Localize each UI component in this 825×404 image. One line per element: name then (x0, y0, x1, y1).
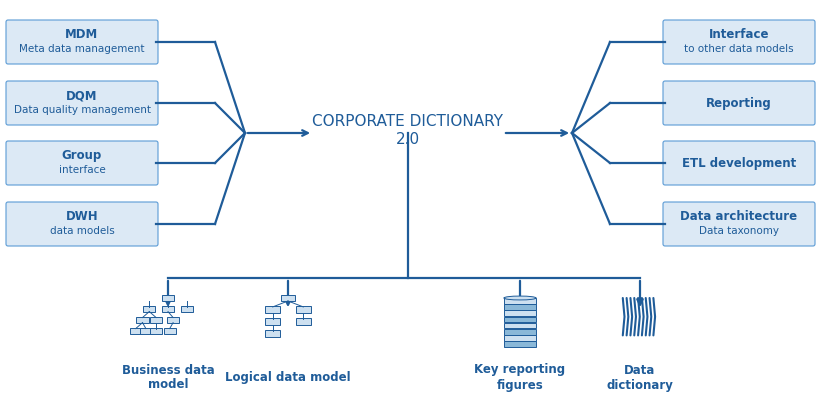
FancyBboxPatch shape (167, 317, 179, 323)
FancyBboxPatch shape (144, 306, 155, 312)
Text: Business data: Business data (121, 364, 214, 377)
Text: CORPORATE DICTIONARY: CORPORATE DICTIONARY (313, 114, 503, 130)
Text: 2.0: 2.0 (396, 133, 420, 147)
Bar (504, 304, 536, 310)
Bar (504, 329, 536, 335)
FancyBboxPatch shape (663, 20, 815, 64)
FancyBboxPatch shape (296, 306, 310, 314)
FancyBboxPatch shape (6, 20, 158, 64)
Text: Data: Data (625, 364, 656, 377)
FancyBboxPatch shape (6, 141, 158, 185)
FancyBboxPatch shape (663, 202, 815, 246)
Bar (504, 335, 536, 341)
FancyBboxPatch shape (150, 328, 163, 334)
FancyBboxPatch shape (663, 81, 815, 125)
FancyBboxPatch shape (140, 328, 152, 334)
FancyBboxPatch shape (181, 306, 193, 312)
Text: DQM: DQM (66, 90, 97, 103)
Text: Logical data model: Logical data model (225, 371, 351, 384)
FancyBboxPatch shape (150, 317, 163, 323)
Text: model: model (148, 379, 188, 391)
FancyBboxPatch shape (266, 330, 280, 337)
Bar (504, 323, 536, 328)
Text: Data taxonomy: Data taxonomy (699, 226, 779, 236)
Text: MDM: MDM (65, 29, 99, 42)
Text: to other data models: to other data models (684, 44, 794, 54)
Text: Key reporting: Key reporting (474, 364, 566, 377)
FancyBboxPatch shape (136, 317, 148, 323)
FancyBboxPatch shape (130, 328, 142, 334)
Text: DWH: DWH (66, 210, 98, 223)
Text: interface: interface (59, 165, 106, 175)
FancyBboxPatch shape (6, 202, 158, 246)
Text: Reporting: Reporting (706, 97, 772, 109)
FancyBboxPatch shape (266, 318, 280, 325)
Text: Group: Group (62, 149, 102, 162)
Bar (504, 317, 536, 322)
Bar (504, 341, 536, 347)
FancyBboxPatch shape (266, 306, 280, 314)
FancyBboxPatch shape (280, 295, 295, 301)
FancyBboxPatch shape (162, 306, 174, 312)
Ellipse shape (504, 296, 536, 300)
Text: dictionary: dictionary (606, 379, 673, 391)
Bar (504, 298, 536, 303)
Text: ETL development: ETL development (682, 156, 796, 170)
Bar (504, 310, 536, 316)
Text: data models: data models (50, 226, 115, 236)
FancyBboxPatch shape (6, 81, 158, 125)
FancyBboxPatch shape (163, 328, 176, 334)
FancyBboxPatch shape (162, 295, 174, 301)
FancyBboxPatch shape (663, 141, 815, 185)
Text: figures: figures (497, 379, 544, 391)
FancyBboxPatch shape (296, 318, 310, 325)
Text: Data architecture: Data architecture (681, 210, 798, 223)
Text: Data quality management: Data quality management (13, 105, 150, 115)
Text: Meta data management: Meta data management (19, 44, 144, 54)
Text: Interface: Interface (709, 29, 769, 42)
